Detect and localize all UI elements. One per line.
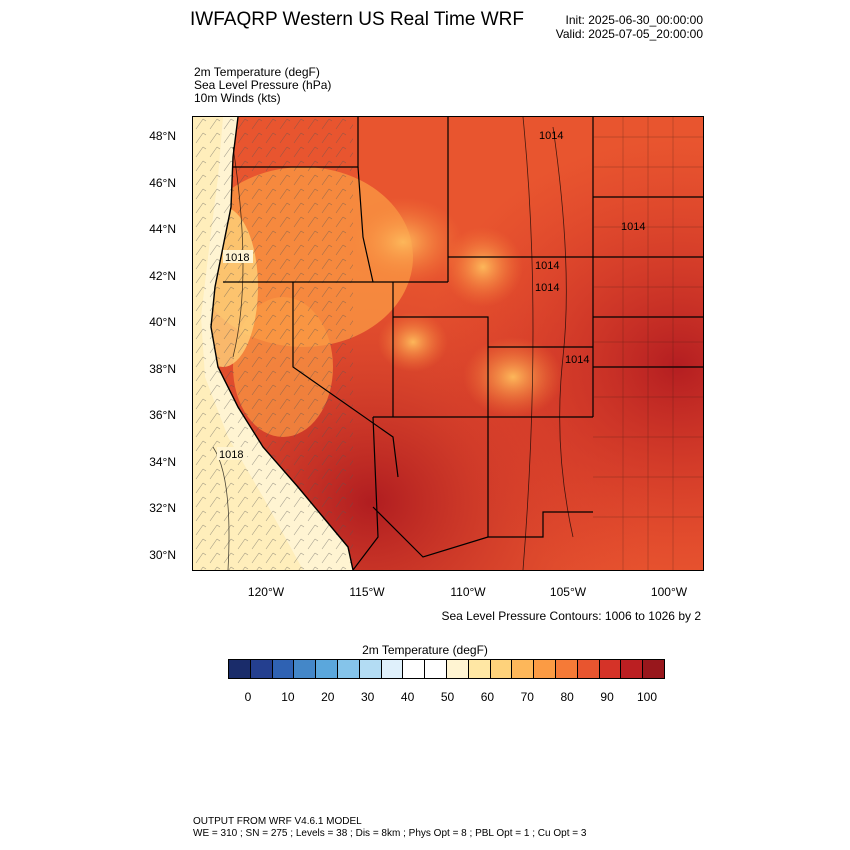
lon-label: 115°W bbox=[349, 585, 385, 599]
lat-label: 40°N bbox=[149, 315, 176, 329]
plot-title: IWFAQRP Western US Real Time WRF bbox=[190, 9, 524, 30]
colorbar-swatch bbox=[403, 660, 426, 678]
colorbar-tick-label: 90 bbox=[600, 690, 614, 704]
run-times: Init: 2025-06-30_00:00:00 Valid: 2025-07… bbox=[556, 13, 703, 41]
valid-time: Valid: 2025-07-05_20:00:00 bbox=[555, 27, 703, 41]
lat-label: 48°N bbox=[149, 129, 176, 143]
lat-label: 30°N bbox=[149, 548, 176, 562]
pressure-label: 1014 bbox=[565, 354, 589, 366]
colorbar-swatch bbox=[468, 660, 491, 678]
field-pressure: Sea Level Pressure (hPa) bbox=[194, 78, 332, 92]
colorbar-swatch bbox=[446, 660, 469, 678]
colorbar-swatch bbox=[229, 660, 251, 678]
field-list: 2m Temperature (degF) Sea Level Pressure… bbox=[194, 66, 331, 105]
colorbar-tick-label: 50 bbox=[440, 690, 455, 704]
colorbar-swatch bbox=[512, 660, 535, 678]
lon-label: 100°W bbox=[650, 585, 688, 599]
colorbar-tick-label: 80 bbox=[560, 690, 574, 704]
map-canvas: 1018 1018 1014 1014 1014 1014 1014 bbox=[193, 117, 703, 570]
colorbar bbox=[228, 659, 665, 679]
lat-label: 34°N bbox=[149, 455, 176, 469]
colorbar-tick-label: 70 bbox=[520, 690, 534, 704]
colorbar-swatch bbox=[359, 660, 382, 678]
colorbar-swatch bbox=[425, 660, 447, 678]
colorbar-swatch bbox=[577, 660, 600, 678]
colorbar-tick-label: 100 bbox=[636, 690, 658, 704]
pressure-label: 1014 bbox=[535, 282, 559, 294]
lat-label: 32°N bbox=[149, 501, 176, 515]
colorbar-swatch bbox=[316, 660, 338, 678]
pressure-label: 1014 bbox=[539, 130, 563, 142]
colorbar-swatch bbox=[337, 660, 360, 678]
footer-line-2: WE = 310 ; SN = 275 ; Levels = 38 ; Dis … bbox=[193, 828, 587, 839]
lat-label: 36°N bbox=[149, 408, 176, 422]
colorbar-swatch bbox=[490, 660, 513, 678]
lon-label: 110°W bbox=[450, 585, 486, 599]
pressure-label: 1018 bbox=[225, 252, 249, 264]
lat-label: 38°N bbox=[149, 362, 176, 376]
colorbar-tick-label: 40 bbox=[400, 690, 415, 704]
pressure-labels: 1018 1018 1014 1014 1014 1014 1014 bbox=[217, 130, 645, 461]
colorbar-swatch bbox=[643, 660, 664, 678]
colorbar-swatch bbox=[555, 660, 578, 678]
colorbar-title: 2m Temperature (degF) bbox=[362, 643, 488, 657]
field-temperature: 2m Temperature (degF) bbox=[194, 65, 320, 79]
temperature-map: 1018 1018 1014 1014 1014 1014 1014 bbox=[192, 116, 704, 571]
lat-label: 42°N bbox=[149, 269, 176, 283]
colorbar-swatch bbox=[250, 660, 273, 678]
lat-label: 44°N bbox=[149, 222, 176, 236]
pressure-label: 1018 bbox=[219, 449, 243, 461]
colorbar-swatch bbox=[599, 660, 622, 678]
colorbar-swatch bbox=[534, 660, 556, 678]
colorbar-tick-label: 30 bbox=[361, 690, 375, 704]
footer-line-1: OUTPUT FROM WRF V4.6.1 MODEL bbox=[193, 816, 362, 827]
colorbar-tick-label: 10 bbox=[281, 690, 295, 704]
colorbar-tick-label: 20 bbox=[321, 690, 335, 704]
contour-note: Sea Level Pressure Contours: 1006 to 102… bbox=[441, 609, 702, 623]
init-time: Init: 2025-06-30_00:00:00 bbox=[565, 13, 703, 27]
colorbar-swatch bbox=[381, 660, 404, 678]
lon-label: 105°W bbox=[549, 585, 587, 599]
colorbar-tick-label: 60 bbox=[480, 690, 495, 704]
model-footer: OUTPUT FROM WRF V4.6.1 MODEL WE = 310 ; … bbox=[193, 816, 586, 840]
lat-label: 46°N bbox=[149, 176, 176, 190]
colorbar-swatch bbox=[294, 660, 317, 678]
colorbar-tick-label: 0 bbox=[244, 690, 252, 704]
colorbar-swatch bbox=[272, 660, 295, 678]
colorbar-swatch bbox=[621, 660, 644, 678]
pressure-label: 1014 bbox=[621, 221, 645, 233]
pressure-label: 1014 bbox=[535, 260, 559, 272]
lon-label: 120°W bbox=[247, 585, 285, 599]
field-winds: 10m Winds (kts) bbox=[194, 91, 281, 105]
